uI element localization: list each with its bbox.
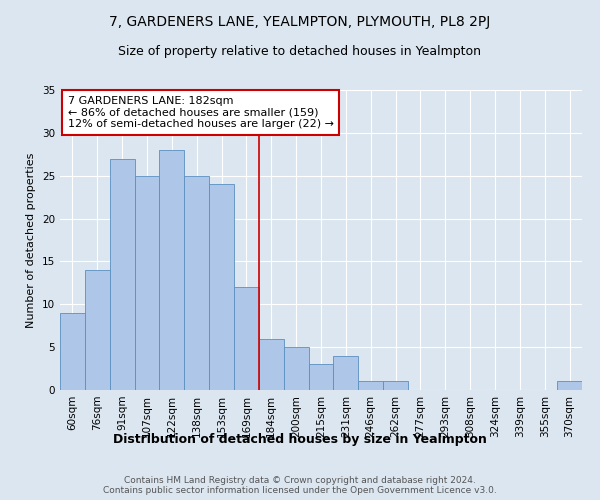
Bar (209, 184, 234, 390)
Bar (184, 176, 209, 390)
Bar (334, 356, 358, 390)
Bar (234, 287, 259, 390)
Text: 7 GARDENERS LANE: 182sqm
← 86% of detached houses are smaller (159)
12% of semi-: 7 GARDENERS LANE: 182sqm ← 86% of detach… (68, 96, 334, 129)
Text: Contains HM Land Registry data © Crown copyright and database right 2024.
Contai: Contains HM Land Registry data © Crown c… (103, 476, 497, 495)
Bar (383, 382, 408, 390)
Bar (259, 338, 284, 390)
Text: 7, GARDENERS LANE, YEALMPTON, PLYMOUTH, PL8 2PJ: 7, GARDENERS LANE, YEALMPTON, PLYMOUTH, … (109, 15, 491, 29)
Bar (308, 364, 334, 390)
Bar (60, 313, 85, 390)
Text: Distribution of detached houses by size in Yealmpton: Distribution of detached houses by size … (113, 432, 487, 446)
Bar (110, 158, 134, 390)
Bar (557, 382, 582, 390)
Bar (160, 150, 184, 390)
Bar (134, 176, 160, 390)
Bar (358, 382, 383, 390)
Bar (284, 347, 308, 390)
Bar (85, 270, 110, 390)
Y-axis label: Number of detached properties: Number of detached properties (26, 152, 37, 328)
Text: Size of property relative to detached houses in Yealmpton: Size of property relative to detached ho… (119, 45, 482, 58)
